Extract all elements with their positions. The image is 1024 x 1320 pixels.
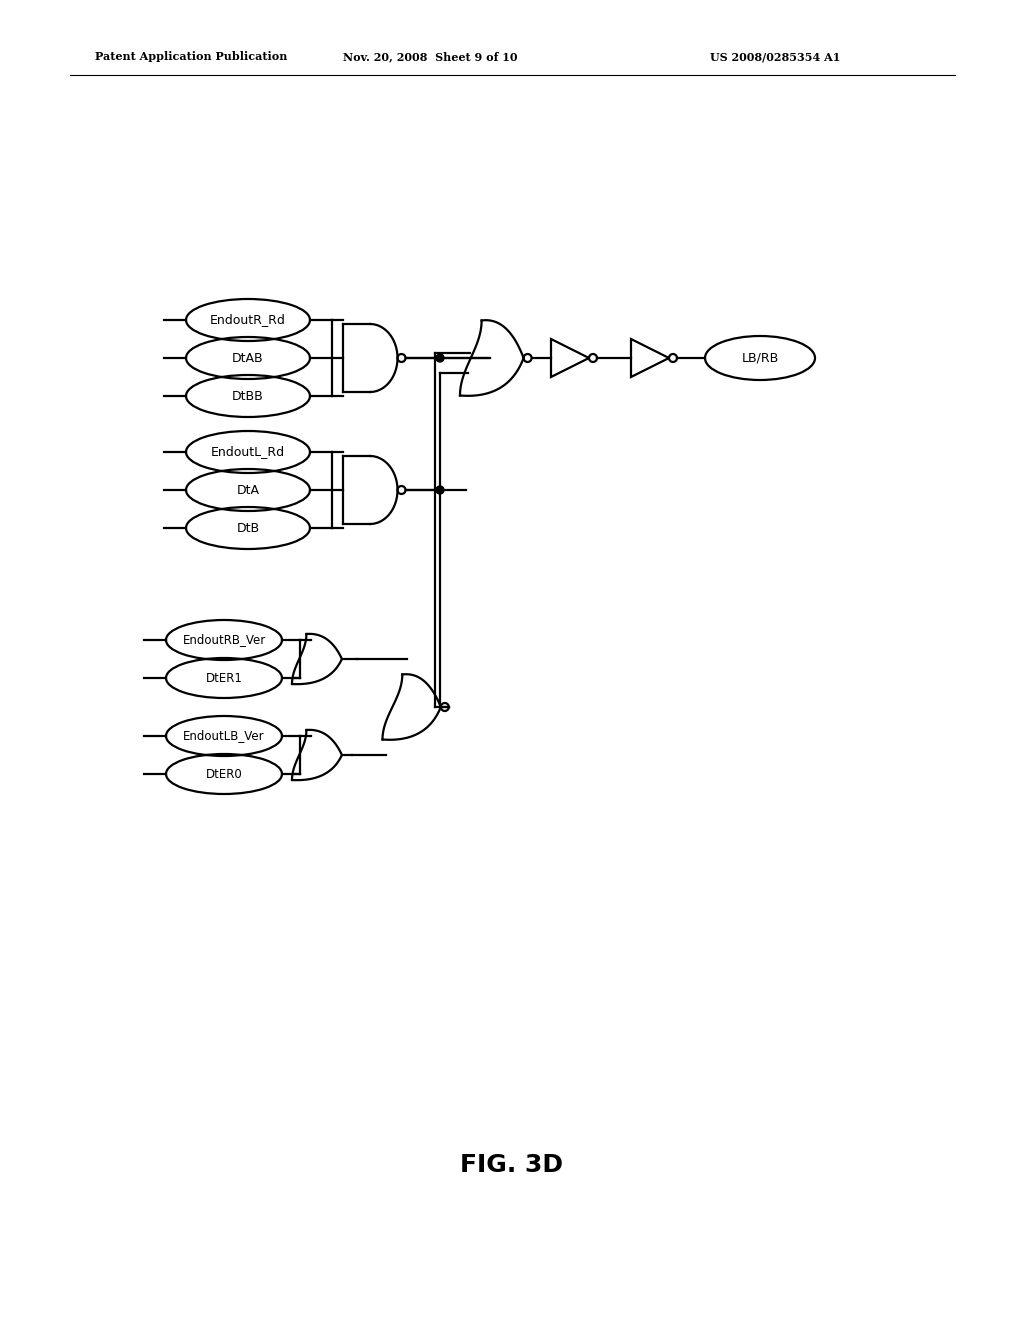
Circle shape: [436, 486, 444, 494]
Text: DtA: DtA: [237, 483, 259, 496]
Text: FIG. 3D: FIG. 3D: [461, 1152, 563, 1177]
Text: US 2008/0285354 A1: US 2008/0285354 A1: [710, 51, 841, 62]
Text: DtBB: DtBB: [232, 389, 264, 403]
Text: EndoutR_Rd: EndoutR_Rd: [210, 314, 286, 326]
Text: DtAB: DtAB: [232, 351, 264, 364]
Text: EndoutLB_Ver: EndoutLB_Ver: [183, 730, 265, 742]
Text: DtB: DtB: [237, 521, 259, 535]
Text: EndoutRB_Ver: EndoutRB_Ver: [182, 634, 265, 647]
Text: DtER1: DtER1: [206, 672, 243, 685]
Text: EndoutL_Rd: EndoutL_Rd: [211, 446, 285, 458]
Circle shape: [436, 354, 444, 362]
Text: Nov. 20, 2008  Sheet 9 of 10: Nov. 20, 2008 Sheet 9 of 10: [343, 51, 517, 62]
Text: LB/RB: LB/RB: [741, 351, 778, 364]
Text: DtER0: DtER0: [206, 767, 243, 780]
Text: Patent Application Publication: Patent Application Publication: [95, 51, 288, 62]
